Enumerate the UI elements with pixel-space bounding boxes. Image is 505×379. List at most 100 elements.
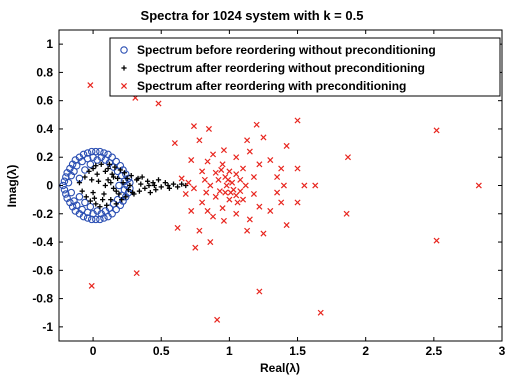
data-point: [190, 185, 197, 192]
data-point: [294, 199, 301, 206]
data-point: [188, 157, 195, 164]
data-point: [433, 127, 440, 134]
x-tick-label: 2.5: [426, 344, 443, 358]
data-point: [146, 182, 152, 189]
data-point: [60, 177, 69, 186]
data-point: [207, 239, 214, 246]
data-point: [76, 180, 83, 186]
data-point: [317, 309, 324, 316]
data-point: [301, 182, 308, 189]
data-point: [210, 151, 217, 158]
data-point: [135, 175, 141, 182]
data-point: [83, 214, 92, 222]
data-point: [75, 193, 84, 201]
data-point: [83, 149, 92, 157]
data-point: [219, 205, 226, 212]
data-point: [121, 170, 128, 176]
legend-markers: [120, 46, 128, 90]
data-point: [104, 202, 110, 208]
legend-marker-1: [120, 46, 128, 54]
data-point: [239, 165, 247, 172]
data-point: [115, 175, 121, 182]
data-point: [150, 180, 156, 186]
series-3: [87, 82, 482, 323]
data-point: [219, 161, 226, 168]
data-point: [475, 182, 482, 189]
data-point: [87, 82, 94, 89]
data-point: [214, 316, 221, 323]
data-point: [250, 173, 257, 181]
data-point: [226, 168, 233, 175]
data-point: [98, 161, 104, 167]
y-axis-ticks: 1 0.8 0.6 0.4 0.2 0 -0.2 -0.4 -0.6 -0.8 -1: [32, 37, 502, 334]
data-point: [244, 227, 251, 234]
data-point: [274, 173, 281, 181]
data-point: [79, 150, 88, 159]
data-point: [223, 182, 230, 189]
data-point: [153, 187, 159, 193]
data-point: [182, 190, 189, 198]
legend-label-after-precond: Spectrum after reordering with precondit…: [137, 79, 406, 93]
x-tick-label: 0.5: [153, 344, 170, 358]
data-point: [224, 176, 232, 183]
data-point: [94, 171, 100, 177]
data-point: [162, 180, 168, 186]
data-point: [278, 165, 285, 172]
data-point: [234, 199, 241, 206]
x-tick-label: 1: [226, 344, 233, 358]
data-point: [133, 270, 140, 277]
data-point: [102, 168, 108, 174]
legend-marker-2: [121, 65, 127, 71]
data-point: [220, 217, 227, 224]
data-point: [222, 189, 229, 196]
data-point: [101, 191, 107, 197]
data-point: [260, 230, 267, 237]
data-point: [106, 161, 113, 167]
data-point: [246, 148, 253, 155]
data-point: [239, 196, 247, 203]
data-point: [199, 199, 206, 206]
data-point: [204, 207, 211, 214]
y-tick-label: -0.8: [32, 292, 53, 306]
data-point: [89, 177, 95, 183]
data-point: [90, 165, 96, 172]
data-point: [233, 154, 240, 161]
data-point: [110, 185, 117, 191]
data-point: [79, 212, 88, 221]
data-point: [112, 164, 118, 170]
data-point: [196, 227, 203, 234]
data-point: [95, 178, 102, 184]
data-point: [192, 244, 199, 251]
data-point: [155, 100, 162, 107]
data-point: [260, 134, 267, 141]
data-point: [274, 189, 281, 196]
data-point: [115, 181, 123, 190]
data-point: [343, 210, 350, 217]
data-point: [246, 216, 253, 223]
x-tick-label: 2: [362, 344, 369, 358]
y-tick-label: 0.8: [36, 65, 53, 79]
data-point: [174, 224, 181, 231]
data-point: [196, 137, 203, 144]
data-point: [207, 182, 214, 189]
data-point: [81, 166, 89, 174]
data-point: [210, 213, 217, 220]
y-tick-label: -0.4: [32, 235, 53, 249]
data-point: [81, 198, 89, 207]
data-point: [87, 198, 93, 204]
data-point: [155, 177, 162, 183]
data-point: [100, 197, 106, 203]
data-point: [119, 197, 125, 203]
data-point: [179, 181, 185, 187]
data-point: [174, 184, 181, 190]
data-point: [283, 142, 290, 149]
data-point: [79, 188, 85, 194]
data-point: [120, 180, 126, 186]
x-tick-label: 0: [90, 344, 97, 358]
data-point: [86, 160, 95, 169]
data-point: [183, 182, 189, 189]
data-point: [93, 163, 99, 169]
data-point: [205, 125, 212, 132]
y-tick-label: 0.2: [36, 150, 53, 164]
